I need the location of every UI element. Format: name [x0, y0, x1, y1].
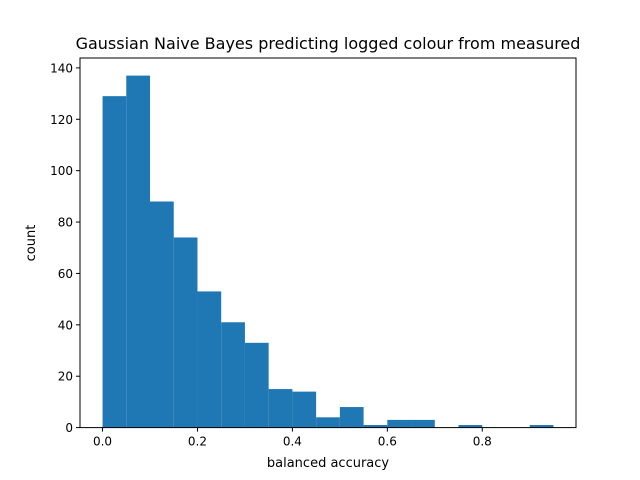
y-tick-label: 100 — [50, 164, 73, 178]
x-tick-label: 0.0 — [93, 435, 112, 449]
chart-title: Gaussian Naive Bayes predicting logged c… — [76, 34, 581, 53]
histogram-bar — [363, 425, 388, 428]
x-tick-label: 0.6 — [378, 435, 397, 449]
y-axis-ticks: 0 20 40 60 80 100 120 140 — [50, 61, 80, 435]
y-tick-label: 60 — [58, 267, 73, 281]
histogram-bar — [339, 407, 364, 428]
bars-group — [102, 75, 554, 428]
histogram-bar — [173, 237, 198, 428]
x-tick-label: 0.8 — [473, 435, 492, 449]
histogram-bar — [268, 389, 293, 428]
histogram-bar — [292, 391, 317, 428]
histogram-bar — [529, 425, 554, 428]
y-tick-label: 0 — [65, 421, 73, 435]
x-axis-ticks: 0.0 0.2 0.4 0.6 0.8 — [93, 427, 492, 449]
histogram-bar — [221, 322, 245, 428]
histogram-bar — [411, 419, 435, 428]
y-tick-label: 40 — [58, 318, 73, 332]
histogram-bar — [244, 342, 269, 428]
y-tick-label: 20 — [58, 370, 73, 384]
histogram-bar — [316, 417, 340, 428]
y-tick-label: 140 — [50, 61, 73, 75]
y-axis-label: count — [24, 225, 39, 262]
histogram-bar — [387, 419, 412, 428]
y-tick-label: 120 — [50, 113, 73, 127]
x-axis-label: balanced accuracy — [267, 456, 390, 471]
histogram-bar — [458, 425, 483, 428]
histogram-bar — [150, 201, 174, 428]
y-tick-label: 80 — [58, 216, 73, 230]
histogram-bar — [126, 75, 151, 428]
x-tick-label: 0.4 — [283, 435, 302, 449]
histogram-bar — [197, 291, 222, 428]
x-tick-label: 0.2 — [188, 435, 207, 449]
plot-frame — [79, 57, 577, 429]
histogram-bar — [102, 96, 127, 428]
